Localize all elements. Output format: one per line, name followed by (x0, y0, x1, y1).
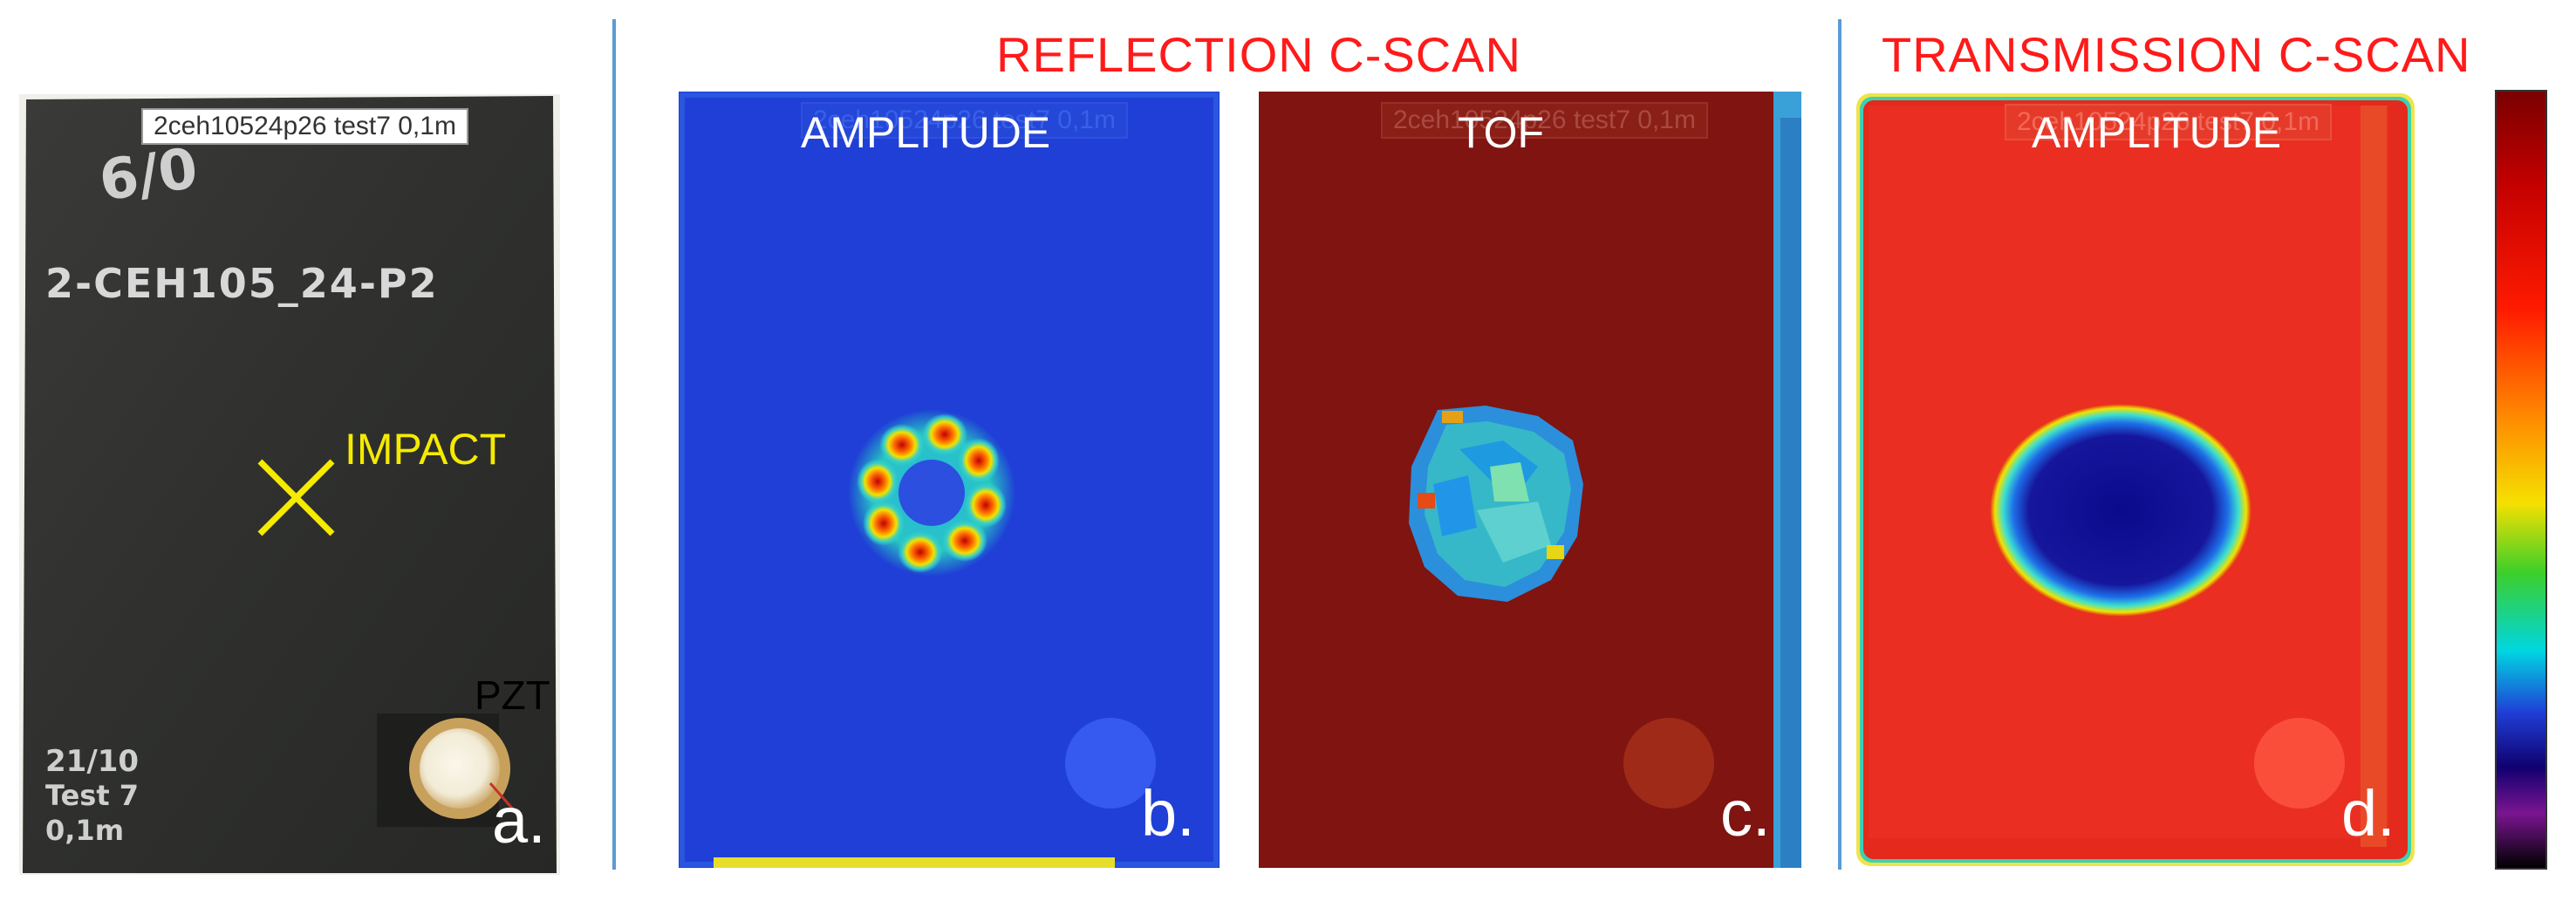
impact-label: IMPACT (345, 425, 507, 474)
section-divider-left (612, 19, 616, 870)
colorbar-gradient (2497, 92, 2545, 868)
marking-id: 2-CEH105_24-P2 (45, 260, 439, 307)
specimen-photo (19, 94, 560, 875)
panel-letter-c: c. (1720, 777, 1771, 850)
scan-c-label: TOF (1458, 108, 1545, 157)
scan-b-label: AMPLITUDE (801, 108, 1051, 157)
panel-letter-d: d. (2341, 777, 2395, 850)
reflection-tof-scan (1259, 92, 1801, 868)
reflection-amplitude-panel: 2ceh10524p26 test7 0,1m AMPLITUDE b. (679, 92, 1220, 868)
transmission-amplitude-scan (1846, 92, 2430, 868)
marking-top: 6/0 (95, 136, 202, 215)
reflection-tof-panel: 2ceh10524p26 test7 0,1m TOF c. (1259, 92, 1801, 868)
reflection-title: REFLECTION C-SCAN (996, 27, 1521, 82)
colorbar (2495, 90, 2547, 870)
panel-letter-b: b. (1141, 777, 1195, 850)
panel-letter-a: a. (492, 784, 546, 857)
specimen-photo-panel: 2ceh10524p26 test7 0,1m 6/0 2-CEH105_24-… (19, 94, 560, 875)
transmission-title: TRANSMISSION C-SCAN (1882, 27, 2471, 82)
section-divider-right (1838, 19, 1841, 870)
transmission-amplitude-panel: 2ceh10524p26 test7 0,1m AMPLITUDE d. (1846, 92, 2430, 868)
impact-marker (257, 459, 335, 536)
specimen-tag: 2ceh10524p26 test7 0,1m (141, 108, 468, 145)
scan-c-tag: 2ceh10524p26 test7 0,1m (1381, 102, 1708, 139)
scan-d-label: AMPLITUDE (2032, 108, 2282, 157)
marking-bottom-3: 0,1m (45, 814, 125, 847)
pzt-label: PZT (475, 672, 550, 718)
marking-bottom-2: Test 7 (45, 779, 140, 812)
reflection-amplitude-scan (679, 92, 1220, 868)
transmission-defect-zone (1990, 404, 2251, 617)
scan-d-tag: 2ceh10524p26 test7 0,1m (2005, 104, 2332, 140)
scan-b-tag: 2ceh10524p26 test7 0,1m (801, 102, 1128, 139)
marking-bottom-1: 21/10 (45, 744, 140, 779)
